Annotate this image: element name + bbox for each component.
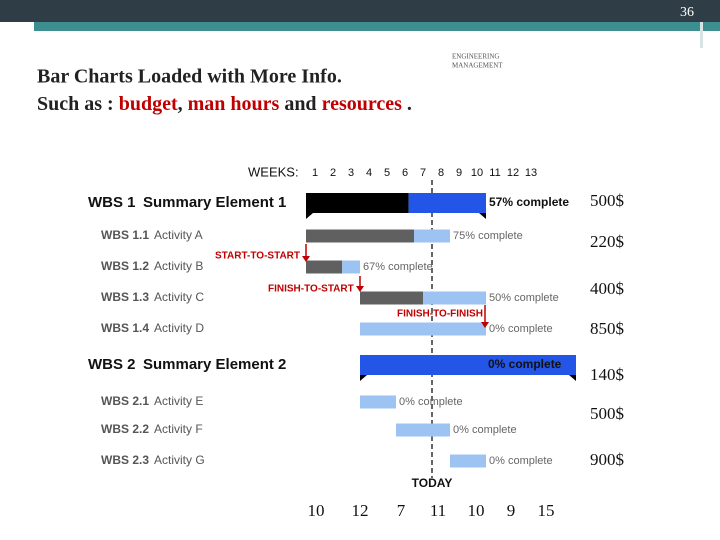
progress-label: 0% complete (453, 424, 517, 436)
subtitle-part: budget (119, 93, 178, 115)
man-hours: 10 (308, 501, 325, 520)
man-hours: 15 (538, 501, 555, 520)
task-name: Activity A (154, 228, 203, 242)
header-bar (0, 0, 720, 22)
header-stripe (34, 22, 720, 31)
bar-done (306, 193, 409, 213)
subtitle-part: and (279, 93, 321, 115)
subtitle-part: , (178, 93, 188, 115)
bar-remaining (408, 193, 486, 213)
header-mark (700, 22, 703, 48)
task-name: Activity D (154, 321, 204, 335)
subtitle-part: resources (322, 93, 403, 115)
progress-label: 75% complete (453, 230, 523, 242)
bar-remaining (450, 454, 486, 468)
week-number: 9 (456, 167, 462, 179)
task-id: WBS 2.1 (101, 394, 149, 408)
bar-done (306, 260, 343, 274)
man-hours: 9 (507, 501, 516, 520)
summary-cap (479, 213, 486, 219)
bar-remaining (360, 355, 576, 375)
dependency-label: START-TO-START (215, 251, 300, 262)
page-number: 36 (680, 5, 694, 20)
bar-done (360, 291, 423, 305)
progress-label: 0% complete (489, 323, 553, 335)
subtitle: Such as : budget, man hours and resource… (37, 93, 412, 115)
week-number: 1 (312, 167, 318, 179)
task-id: WBS 1.3 (101, 290, 149, 304)
bar-remaining (423, 291, 486, 305)
bar-remaining (342, 260, 360, 274)
bar-remaining (414, 229, 450, 243)
task-id: WBS 1.2 (101, 259, 149, 273)
task-name: Activity C (154, 290, 204, 304)
bar-remaining (360, 395, 396, 409)
task-name: Activity G (154, 453, 205, 467)
task-id: WBS 1 (88, 194, 136, 211)
week-number: 3 (348, 167, 354, 179)
weeks-label: WEEKS: (248, 164, 299, 179)
man-hours: 7 (397, 501, 406, 520)
cost: 900$ (590, 450, 624, 469)
week-number: 2 (330, 167, 336, 179)
week-number: 12 (507, 167, 519, 179)
man-hours: 11 (430, 501, 446, 520)
task-name: Activity F (154, 422, 203, 436)
task-id: WBS 2.2 (101, 422, 149, 436)
cost: 500$ (590, 404, 624, 423)
week-number: 10 (471, 167, 483, 179)
task-id: WBS 2.3 (101, 453, 149, 467)
cost: 500$ (590, 191, 624, 210)
arrow-head (481, 322, 489, 328)
summary-cap (569, 375, 576, 381)
progress-label: 67% complete (363, 261, 433, 273)
progress-label: 50% complete (489, 292, 559, 304)
title: Bar Charts Loaded with More Info. (37, 66, 342, 88)
bar-done (306, 229, 414, 243)
progress-label: 0% complete (399, 396, 463, 408)
task-name: Activity E (154, 394, 203, 408)
man-hours: 10 (468, 501, 485, 520)
task-id: WBS 1.1 (101, 228, 149, 242)
dependency-label: FINISH-TO-START (268, 284, 354, 295)
bar-remaining (360, 322, 486, 336)
cost: 400$ (590, 279, 624, 298)
week-number: 8 (438, 167, 444, 179)
week-number: 4 (366, 167, 372, 179)
week-number: 11 (489, 167, 500, 179)
subtitle-part: . (402, 93, 412, 115)
week-number: 13 (525, 167, 537, 179)
org-name: ENGINEERING (452, 53, 499, 61)
progress-label: 0% complete (489, 455, 553, 467)
task-name: Activity B (154, 259, 203, 273)
subtitle-part: Such as : (37, 93, 119, 115)
arrow-head (302, 256, 310, 262)
cost: 850$ (590, 319, 624, 338)
org-name: MANAGEMENT (452, 62, 503, 70)
task-id: WBS 2 (88, 356, 136, 373)
task-name: Summary Element 2 (143, 356, 286, 373)
week-number: 7 (420, 167, 426, 179)
progress-label: 0% complete (488, 357, 562, 371)
week-number: 6 (402, 167, 408, 179)
task-id: WBS 1.4 (101, 321, 149, 335)
cost: 220$ (590, 232, 624, 251)
dependency-label: FINISH-TO-FINISH (397, 309, 483, 320)
man-hours: 12 (352, 501, 369, 520)
today-label: TODAY (412, 476, 453, 490)
cost: 140$ (590, 365, 624, 384)
progress-label: 57% complete (489, 195, 569, 209)
week-number: 5 (384, 167, 390, 179)
summary-cap (360, 375, 367, 381)
bar-remaining (396, 423, 450, 437)
summary-cap (306, 213, 313, 219)
task-name: Summary Element 1 (143, 194, 286, 211)
subtitle-part: man hours (188, 93, 280, 115)
arrow-head (356, 286, 364, 292)
